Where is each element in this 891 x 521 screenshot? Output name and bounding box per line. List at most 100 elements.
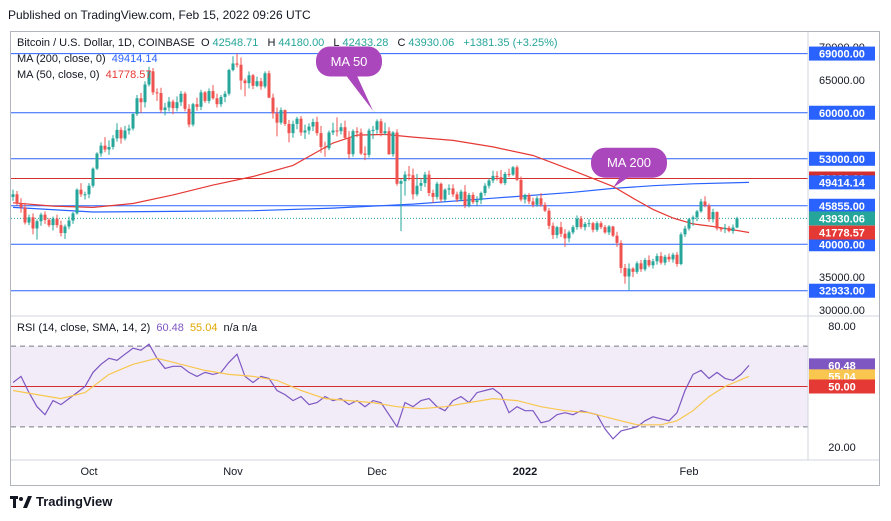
- candle-body-54: [227, 70, 231, 94]
- candle-body-74: [307, 126, 311, 131]
- callout-box-1: [591, 147, 667, 178]
- candle-body-80: [331, 130, 335, 133]
- candle-body-66: [275, 113, 279, 123]
- candle-body-75: [311, 121, 315, 127]
- candle-body-105: [431, 192, 435, 197]
- candle-body-36: [155, 92, 159, 94]
- candle-body-148: [603, 227, 607, 233]
- candle-body-92: [379, 121, 383, 134]
- candle-body-88: [363, 153, 367, 155]
- candle-body-107: [439, 183, 443, 200]
- candle-body-79: [327, 132, 331, 149]
- candle-body-44: [187, 108, 191, 125]
- candle-body-85: [351, 131, 355, 155]
- candle-body-96: [395, 132, 399, 184]
- candle-body-104: [427, 174, 431, 193]
- rsi-legend: RSI (14, close, SMA, 14, 2) 60.48 55.04 …: [17, 322, 260, 334]
- candle-body-93: [383, 131, 387, 134]
- published-caption: Published on TradingView.com, Feb 15, 20…: [8, 8, 311, 22]
- candle-body-28: [123, 130, 127, 139]
- candle-body-13: [63, 226, 67, 234]
- level-label-5: 40000.00: [819, 239, 865, 251]
- candle-body-159: [647, 260, 651, 266]
- candle-body-87: [359, 132, 363, 154]
- candle-body-137: [559, 227, 563, 234]
- price-label-2-bg: [809, 225, 875, 240]
- candle-body-165: [671, 254, 675, 260]
- candle-body-124: [507, 173, 511, 175]
- candle-body-111: [455, 194, 459, 200]
- level-label-0-bg: [809, 46, 875, 61]
- candle-body-143: [583, 223, 587, 228]
- candle-body-157: [639, 263, 643, 270]
- candle-body-132: [539, 198, 543, 205]
- price-label-0: 49414.14: [819, 177, 866, 189]
- candle-body-125: [511, 167, 515, 175]
- candle-body-144: [587, 223, 591, 225]
- candle-body-133: [543, 204, 547, 211]
- rsi-na: n/a n/a: [223, 322, 258, 334]
- candle-body-130: [531, 201, 535, 205]
- candle-body-113: [463, 191, 467, 206]
- candle-body-27: [119, 129, 123, 139]
- ma200-legend: MA (200, close, 0) 49414.14: [17, 53, 161, 65]
- candle-body-31: [135, 98, 139, 115]
- candle-body-70: [291, 123, 295, 134]
- ma50-legend: MA (50, close, 0) 41778.57: [17, 69, 155, 81]
- candle-body-162: [659, 256, 663, 263]
- candle-body-42: [179, 93, 183, 103]
- candle-body-45: [191, 104, 195, 125]
- price-tick-0: 30000.00: [819, 305, 865, 317]
- candle-body-59: [247, 75, 251, 84]
- time-tick-4: Feb: [680, 466, 699, 478]
- time-tick-0: Oct: [80, 466, 97, 478]
- candle-body-181: [735, 218, 739, 228]
- candle-body-71: [295, 118, 299, 124]
- level-label-4-bg: [809, 198, 875, 213]
- level-label-4: 45855.00: [819, 201, 865, 213]
- candle-body-91: [375, 121, 379, 130]
- candle-body-67: [279, 110, 283, 123]
- candle-body-89: [367, 130, 371, 155]
- candle-body-117: [479, 192, 483, 201]
- candle-body-110: [451, 188, 455, 195]
- price-tick-1: 35000.00: [819, 272, 865, 284]
- candle-body-126: [515, 167, 519, 180]
- candle-body-156: [635, 263, 639, 272]
- legend-symbol: Bitcoin / U.S. Dollar, 1D, COINBASE: [17, 37, 195, 49]
- candle-body-86: [355, 131, 359, 133]
- candle-body-142: [579, 218, 583, 228]
- candle-body-121: [495, 175, 499, 178]
- candle-body-7: [39, 214, 43, 222]
- rsi-tick-1: 20.00: [828, 442, 856, 454]
- candle-body-114: [467, 194, 471, 206]
- candle-body-25: [111, 138, 115, 147]
- level-label-0: 69000.00: [819, 49, 865, 61]
- candle-body-58: [243, 80, 247, 84]
- candle-body-78: [323, 146, 327, 149]
- candle-body-37: [159, 93, 163, 111]
- candle-body-123: [503, 173, 507, 184]
- candle-body-170: [691, 217, 695, 220]
- candle-body-180: [731, 227, 735, 232]
- candle-body-106: [435, 183, 439, 197]
- candle-body-146: [595, 223, 599, 230]
- rsi-tick-0: 80.00: [828, 321, 856, 333]
- legend-high: 44180.00: [278, 37, 325, 49]
- candle-body-173: [703, 201, 707, 206]
- level-label-5-bg: [809, 237, 875, 252]
- chart-frame[interactable]: [10, 31, 880, 486]
- candle-body-135: [551, 225, 555, 236]
- candle-body-90: [371, 129, 375, 131]
- candle-body-23: [103, 145, 107, 150]
- candle-body-60: [251, 75, 255, 86]
- candle-body-138: [563, 233, 567, 239]
- candle-body-2: [19, 203, 23, 208]
- rsi-label-2-bg: [809, 379, 875, 394]
- candle-body-5: [31, 217, 35, 229]
- candle-body-122: [499, 177, 503, 184]
- candle-body-136: [555, 227, 559, 236]
- candle-body-3: [23, 207, 27, 223]
- candle-body-97: [399, 181, 403, 184]
